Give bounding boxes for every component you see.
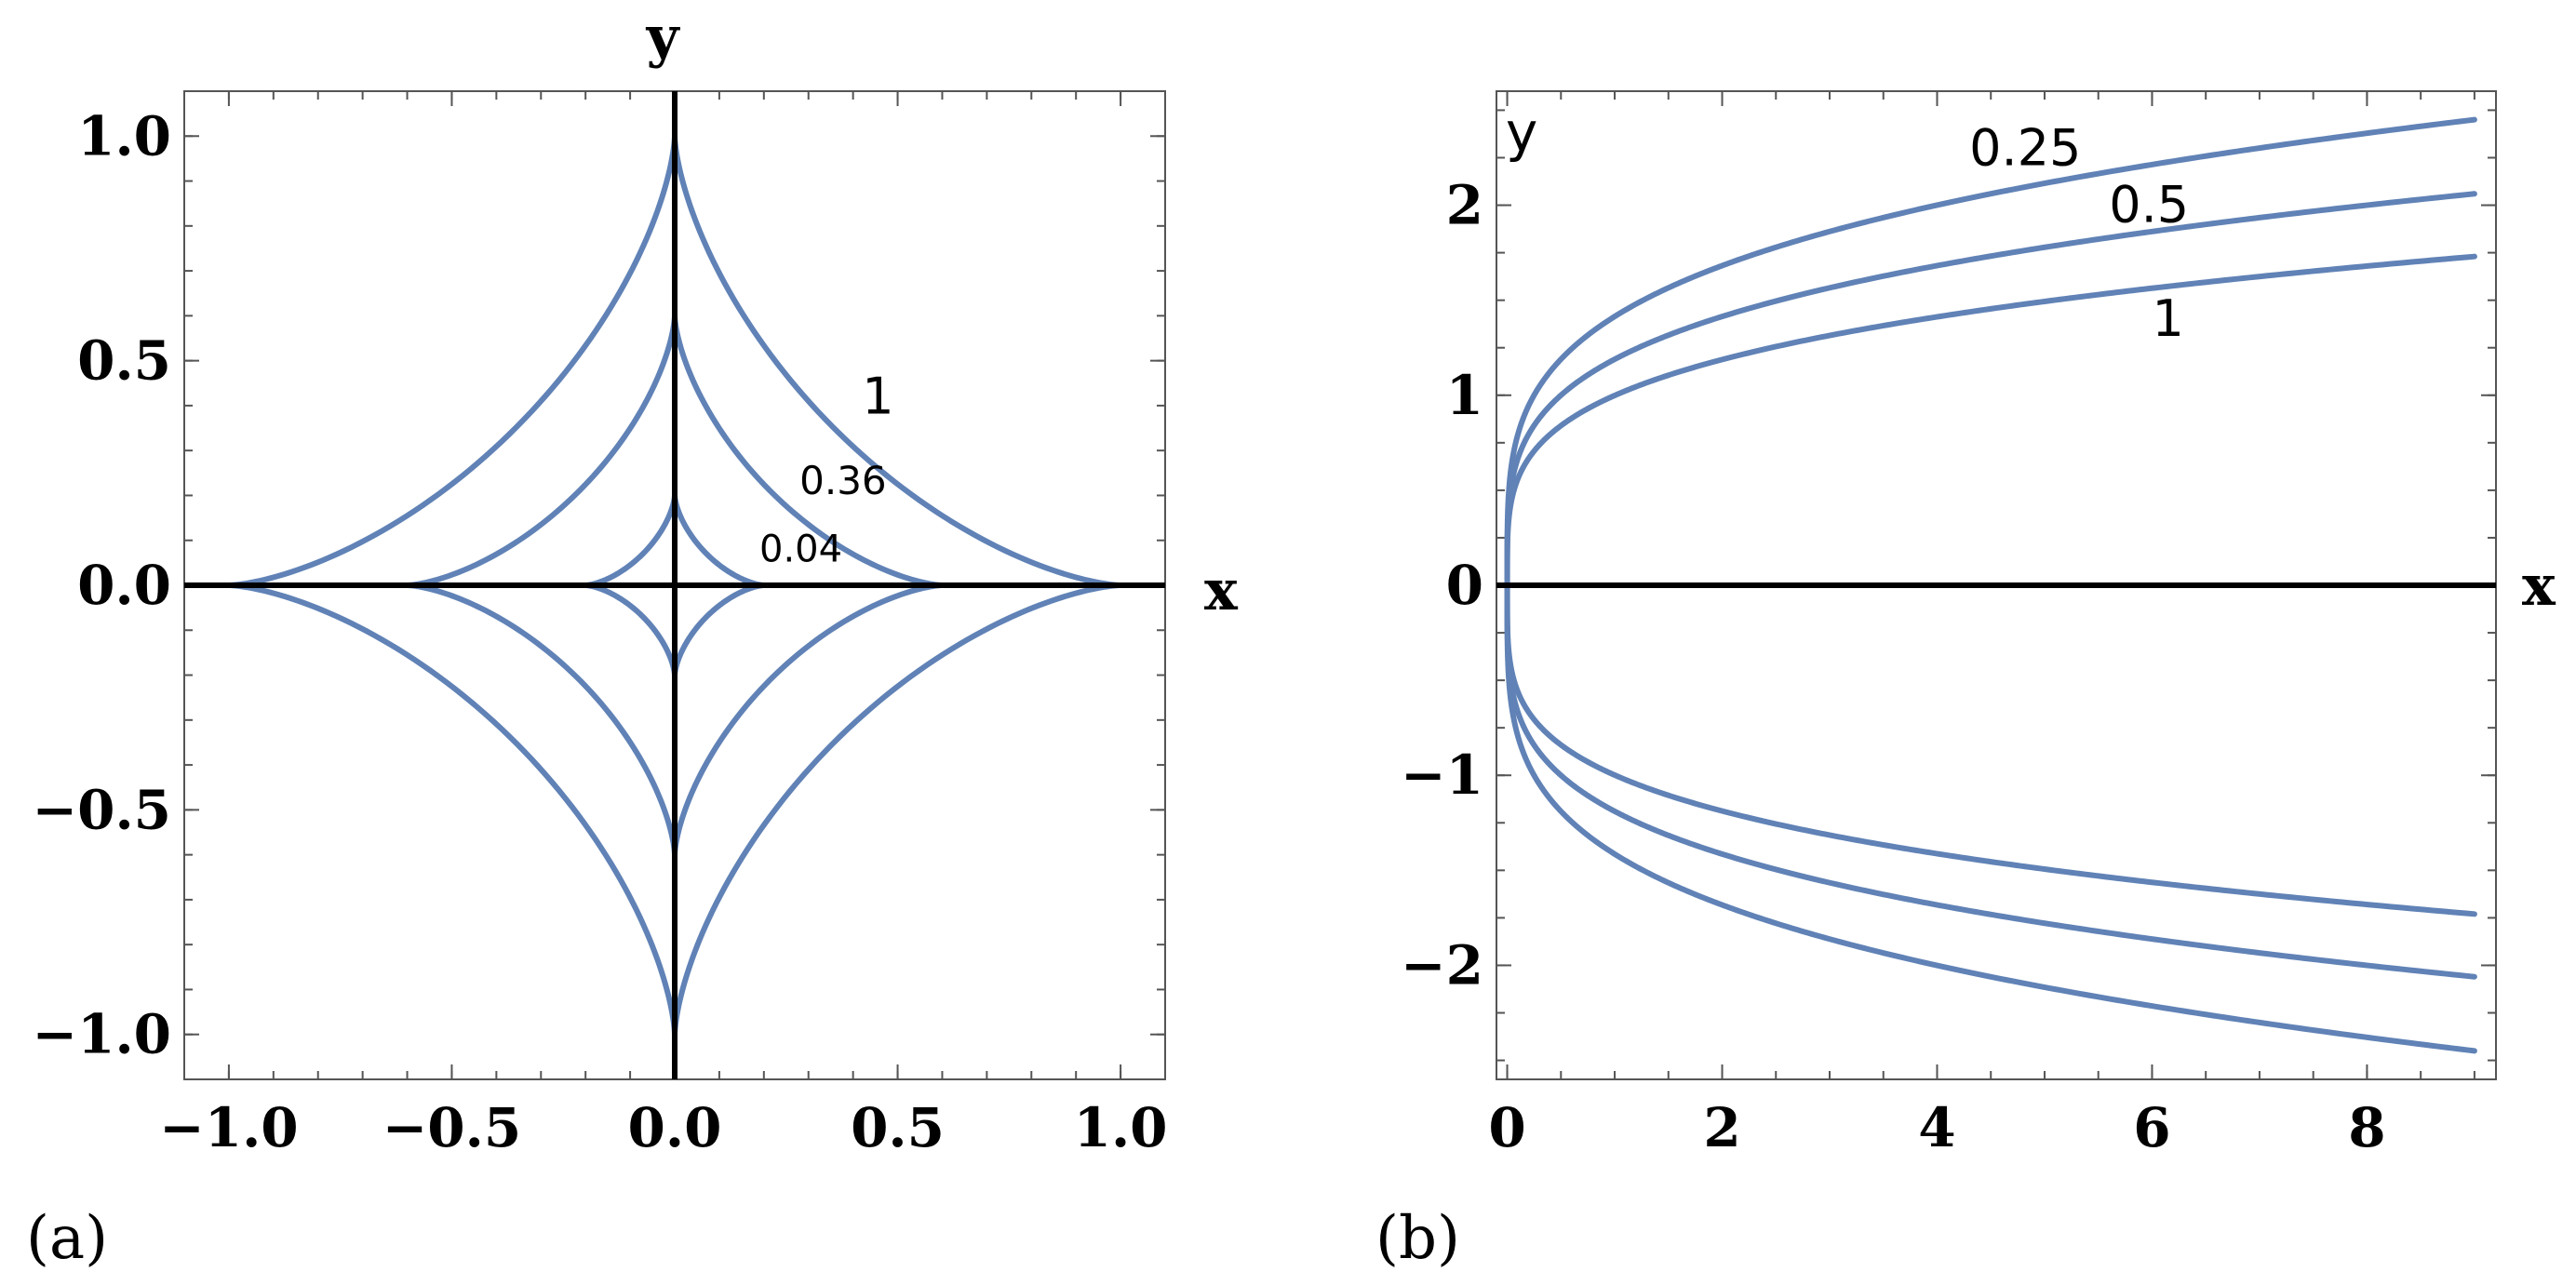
panel-a-curve-label: 0.36 bbox=[799, 458, 887, 503]
curve-0-25-upper bbox=[1504, 116, 2477, 588]
panel-a-tick-labels: −1.0 −0.5 0.0 0.5 1.0 −1.0 −0.5 0.0 0.5 1.0 bbox=[32, 104, 1167, 1159]
panel-a-x-tick-label: −1.0 bbox=[159, 1096, 299, 1159]
panel-a-label: (a) bbox=[26, 1204, 108, 1273]
panel-b-curves bbox=[1504, 116, 2477, 1054]
panel-b-y-tick-label: 0 bbox=[1446, 554, 1483, 617]
panel-b-label: (b) bbox=[1375, 1204, 1460, 1273]
curve-0-25-lower bbox=[1504, 582, 2477, 1054]
panel-b-tick-labels: 0 2 4 6 8 −2 −1 0 1 2 bbox=[1401, 174, 2386, 1159]
curve-1-lower bbox=[1504, 582, 2477, 917]
panel-a-curve-label: 0.04 bbox=[759, 529, 842, 571]
panel-b-curve-labels: 0.25 0.5 1 bbox=[1969, 118, 2189, 348]
panel-a-ticks bbox=[183, 90, 1166, 1080]
panel-b-y-tick-label: −2 bbox=[1401, 933, 1483, 997]
panel-a-x-axis-label: x bbox=[1204, 558, 1239, 623]
panel-b-y-tick-label: 1 bbox=[1446, 364, 1483, 427]
curve-1-upper bbox=[1504, 253, 2477, 588]
panel-b-y-tick-label: −1 bbox=[1401, 743, 1483, 807]
panel-a-y-tick-label: −1.0 bbox=[32, 1003, 171, 1066]
panel-b-curve-label: 1 bbox=[2152, 289, 2183, 348]
curve-0-5-upper bbox=[1504, 191, 2477, 588]
panel-a-astroid-chart: −1.0 −0.5 0.0 0.5 1.0 −1.0 −0.5 0.0 0.5 1.0 1 0.36… bbox=[26, 5, 1239, 1273]
panel-a-curve-label: 1 bbox=[862, 367, 893, 425]
panel-b-x-tick-label: 8 bbox=[2348, 1096, 2385, 1159]
panel-a-x-tick-label: 0.0 bbox=[628, 1096, 722, 1159]
panel-b-x-tick-label: 2 bbox=[1703, 1096, 1740, 1159]
panel-a-y-tick-label: 0.0 bbox=[77, 554, 171, 617]
panel-a-x-tick-label: −0.5 bbox=[382, 1096, 522, 1159]
panel-b-y-tick-label: 2 bbox=[1446, 174, 1483, 237]
panel-a-y-tick-label: 0.5 bbox=[77, 329, 171, 393]
panel-a-y-axis-label: y bbox=[646, 5, 681, 70]
panel-b-x-tick-label: 4 bbox=[1918, 1096, 1955, 1159]
panel-b-curves-chart: 0 2 4 6 8 −2 −1 0 1 2 0.25 0.5 1 x y (b) bbox=[1375, 90, 2556, 1273]
panel-a-x-tick-label: 0.5 bbox=[851, 1096, 945, 1159]
panel-a-axes bbox=[184, 91, 1165, 1079]
panel-a-y-tick-label: 1.0 bbox=[77, 104, 171, 167]
panel-b-x-axis-label: x bbox=[2522, 554, 2556, 619]
panel-a-x-tick-label: 1.0 bbox=[1074, 1096, 1168, 1159]
panel-b-y-axis-label: y bbox=[1506, 100, 1537, 164]
panel-a-curve-labels: 1 0.36 0.04 bbox=[759, 367, 894, 570]
panel-b-x-tick-label: 6 bbox=[2133, 1096, 2170, 1159]
curve-0-5-lower bbox=[1504, 582, 2477, 980]
panel-b-x-tick-label: 0 bbox=[1488, 1096, 1525, 1159]
panel-b-curve-label: 0.5 bbox=[2109, 176, 2189, 234]
panel-a-y-tick-label: −0.5 bbox=[32, 778, 171, 841]
panel-b-curve-label: 0.25 bbox=[1969, 118, 2081, 177]
